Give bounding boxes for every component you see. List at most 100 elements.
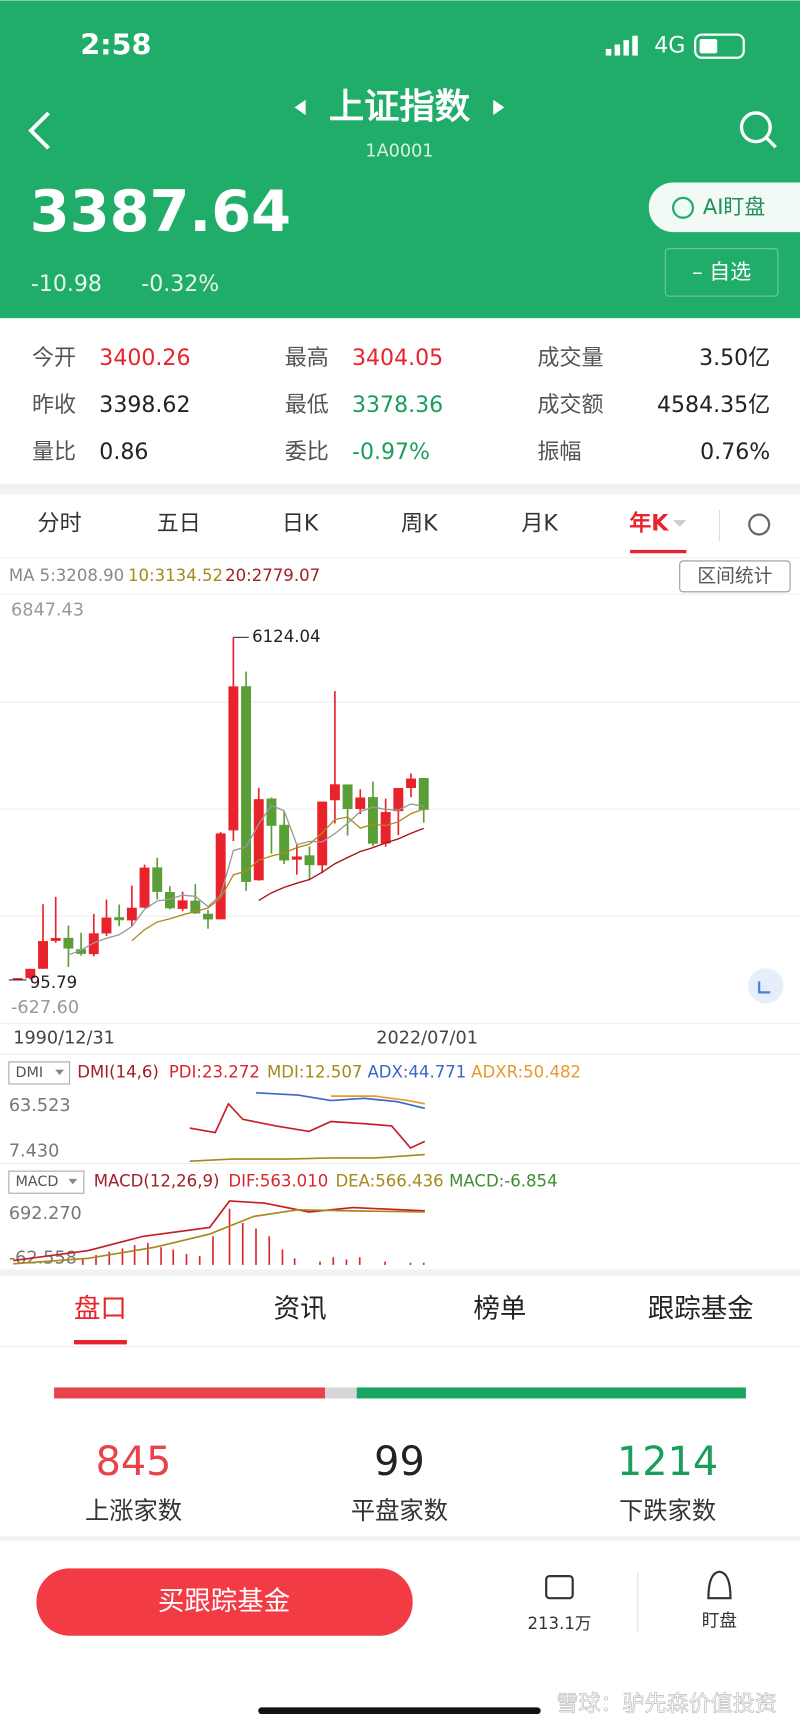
- stat-value: 0.86: [99, 440, 148, 465]
- separator: [0, 1269, 800, 1276]
- macd-hist: [81, 1208, 425, 1265]
- candle-body: [38, 941, 48, 969]
- ma-line: [68, 803, 424, 956]
- caret: [68, 1178, 78, 1185]
- macd-select-label: MACD: [15, 1174, 58, 1190]
- dmi-legend: PDI:23.272: [169, 1062, 260, 1081]
- candle-body: [418, 778, 429, 810]
- y-tick-label: 6847.43: [11, 601, 84, 621]
- stat-value: 3400.26: [99, 346, 190, 371]
- back[interactable]: [28, 111, 50, 150]
- dmi-legend: ADXR:50.482: [471, 1062, 581, 1081]
- dmi-ylabel: 7.430: [9, 1141, 60, 1161]
- candle-body: [126, 907, 137, 921]
- dmi-ylabel: 63.523: [9, 1096, 71, 1116]
- candle-body: [368, 797, 378, 844]
- candle-body: [253, 799, 264, 881]
- bell-icon[interactable]: [707, 1570, 732, 1600]
- watermark: 雪球：驴先森价值投资: [556, 1692, 776, 1717]
- battery: [694, 33, 745, 59]
- macd-legend: MACD:-6.854: [449, 1172, 558, 1191]
- bottom-tab[interactable]: 资讯: [274, 1294, 327, 1325]
- time: 2:58: [80, 28, 151, 62]
- macd-select[interactable]: [8, 1170, 85, 1194]
- ai-button[interactable]: [648, 182, 800, 233]
- dmi-select-label: DMI: [15, 1065, 43, 1081]
- title: 上证指数: [329, 87, 471, 128]
- candle-body: [329, 784, 340, 801]
- candle-body: [241, 686, 252, 882]
- candle-body: [76, 949, 87, 954]
- tab-underline: [630, 549, 687, 554]
- ma5: MA 5:3208.90: [9, 566, 124, 585]
- candle-body: [101, 917, 112, 934]
- bottom-tab[interactable]: 盘口: [74, 1294, 127, 1325]
- stat-value: 3398.62: [99, 393, 190, 418]
- search[interactable]: [739, 111, 772, 144]
- comments: 213.1万: [527, 1614, 591, 1633]
- stat-value: 4584.35亿: [657, 393, 770, 418]
- macd-legend: DIF:563.010: [228, 1172, 328, 1191]
- low-label: 95.79: [30, 973, 77, 992]
- stat-label: 成交量: [537, 346, 603, 371]
- candle-body: [406, 778, 416, 788]
- bottom-tab[interactable]: 跟踪基金: [648, 1294, 754, 1325]
- candle-body: [25, 968, 36, 979]
- candle-body: [355, 797, 366, 809]
- watch-button[interactable]: [664, 248, 779, 297]
- range-button-label: 区间统计: [697, 565, 772, 587]
- stat-label: 最高: [285, 346, 329, 371]
- dmi-legend: MDI:12.507: [267, 1062, 362, 1081]
- x-label: 2022/07/01: [376, 1029, 478, 1049]
- stat-value: 3404.05: [352, 346, 443, 371]
- stat-label: 今开: [32, 346, 76, 371]
- signal: [605, 35, 638, 56]
- stat-value: 0.76%: [700, 440, 770, 465]
- dmi-select[interactable]: [8, 1061, 71, 1085]
- tab[interactable]: 五日: [157, 512, 201, 537]
- macd-ylabel: -62.558: [9, 1248, 77, 1268]
- range-button[interactable]: [679, 560, 791, 593]
- tab[interactable]: 分时: [38, 512, 82, 537]
- breadth-bar: [324, 1387, 357, 1399]
- candle-body: [190, 900, 201, 914]
- stat-label: 昨收: [32, 393, 76, 418]
- dea-line: [13, 1208, 425, 1265]
- settings[interactable]: [748, 513, 771, 536]
- comment-icon[interactable]: [545, 1575, 574, 1600]
- change: -10.98: [31, 272, 102, 297]
- ai-icon: [672, 196, 695, 219]
- breadth-bar: [54, 1387, 325, 1399]
- candle-body: [380, 812, 391, 844]
- expand[interactable]: [748, 968, 784, 1004]
- candle-body: [139, 867, 150, 908]
- tab[interactable]: 月K: [521, 512, 558, 537]
- macd-legend: MACD(12,26,9): [94, 1172, 220, 1191]
- candle-body: [203, 913, 213, 920]
- stat-value: -0.97%: [352, 440, 430, 465]
- separator: [0, 1536, 800, 1541]
- stat-label: 振幅: [537, 440, 581, 465]
- home-indicator: [258, 1707, 541, 1715]
- candle-body: [114, 917, 125, 921]
- x-label: 1990/12/31: [13, 1029, 115, 1049]
- search-handle: [765, 137, 777, 149]
- breadth-bar: [356, 1387, 746, 1399]
- bottom-tab[interactable]: 榜单: [473, 1294, 526, 1325]
- stat-label: 委比: [285, 440, 329, 465]
- macd-legend: DEA:566.436: [335, 1172, 443, 1191]
- pdi-line: [189, 1102, 426, 1149]
- candle-body: [266, 798, 277, 826]
- breadth-label: 上涨家数: [85, 1496, 182, 1525]
- tab[interactable]: 年K: [629, 511, 669, 537]
- code: 1A0001: [365, 142, 433, 162]
- ma-line: [131, 808, 424, 942]
- tab[interactable]: 周K: [401, 512, 438, 537]
- tab[interactable]: 日K: [282, 512, 319, 537]
- buy-button[interactable]: [36, 1568, 413, 1636]
- stat-value: 3378.36: [352, 393, 443, 418]
- candle-body: [164, 892, 175, 909]
- candle-body: [50, 938, 61, 941]
